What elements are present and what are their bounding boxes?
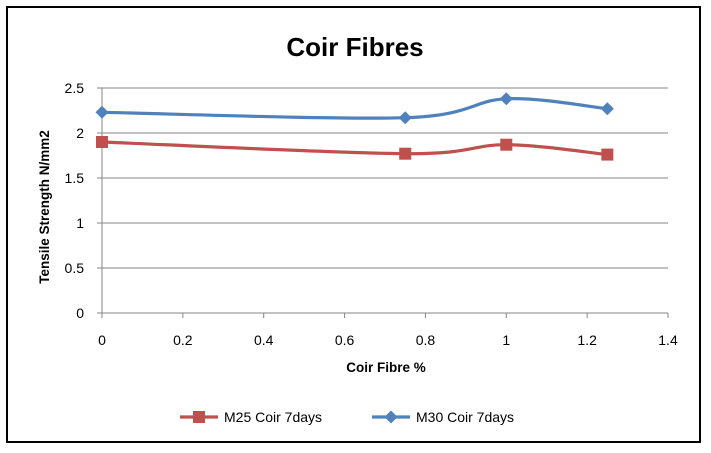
series-line <box>101 97 608 120</box>
gridlines <box>102 87 668 269</box>
data-point <box>601 148 614 161</box>
data-point <box>500 138 513 151</box>
y-tick-label: 2 <box>76 125 84 141</box>
y-tick-labels: 0 0.5 1 1.5 2 2.5 <box>65 80 85 321</box>
data-point <box>499 92 513 106</box>
series-line <box>101 140 608 157</box>
x-tick-label: 1.4 <box>658 332 678 348</box>
legend-label: M30 Coir 7days <box>416 409 514 425</box>
y-axis-label: Tensile Strength N/mm2 <box>37 130 52 284</box>
x-tick-label: 0.6 <box>335 332 355 348</box>
x-tick-label: 0.2 <box>173 332 193 348</box>
data-point <box>96 136 108 148</box>
x-tick-label: 0.4 <box>254 332 274 348</box>
data-point <box>398 111 412 125</box>
legend-item: M30 Coir 7days <box>372 409 514 425</box>
data-point <box>399 147 412 160</box>
x-tick-label: 0.8 <box>416 332 436 348</box>
y-tick-label: 1 <box>76 215 84 231</box>
series-group <box>95 92 614 161</box>
x-axis-label: Coir Fibre % <box>346 360 426 375</box>
legend: M25 Coir 7days M30 Coir 7days <box>180 409 514 425</box>
data-point <box>95 105 109 119</box>
data-point <box>600 102 614 116</box>
axes <box>97 87 669 318</box>
legend-item: M25 Coir 7days <box>180 409 322 425</box>
x-tick-label: 0 <box>98 332 106 348</box>
y-tick-label: 2.5 <box>65 80 85 96</box>
legend-marker <box>193 411 205 423</box>
x-tick-label: 1 <box>502 332 510 348</box>
x-tick-labels: 0 0.2 0.4 0.6 0.8 1 1.2 1.4 <box>98 332 678 348</box>
y-tick-label: 0 <box>76 305 84 321</box>
y-tick-label: 1.5 <box>65 170 85 186</box>
y-tick-label: 0.5 <box>65 260 85 276</box>
chart-title: Coir Fibres <box>286 32 423 62</box>
legend-marker <box>384 410 398 424</box>
series-2 <box>95 92 614 125</box>
chart-frame <box>6 6 701 443</box>
x-tick-label: 1.2 <box>577 332 597 348</box>
series-1 <box>96 136 614 161</box>
legend-label: M25 Coir 7days <box>224 409 322 425</box>
